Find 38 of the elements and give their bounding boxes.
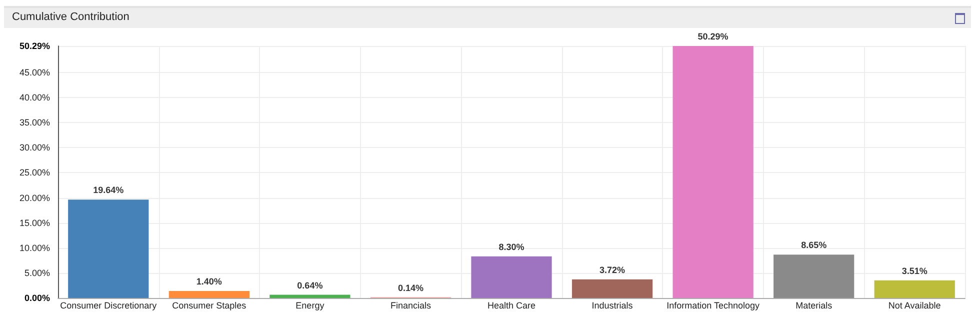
y-tick-label: 45.00%	[19, 68, 50, 78]
data-label: 19.64%	[93, 185, 124, 196]
x-tick-label: Consumer Staples	[172, 300, 247, 310]
y-tick-label: 10.00%	[19, 242, 50, 253]
y-tick-label: 50.29%	[19, 41, 50, 51]
y-tick-label: 40.00%	[19, 92, 50, 103]
bar	[774, 254, 854, 298]
data-label: 8.30%	[498, 242, 524, 252]
bar	[168, 290, 250, 298]
data-label: 1.40%	[196, 276, 222, 286]
x-tick-label: Information Technology	[666, 300, 760, 310]
x-tick-label: Not Available	[888, 300, 941, 310]
y-tick-label: 0.00%	[24, 293, 50, 303]
y-tick-label: 35.00%	[19, 118, 50, 128]
x-tick-label: Materials	[796, 300, 833, 310]
x-tick-label: Industrials	[592, 300, 634, 310]
data-label: 3.72%	[600, 264, 626, 275]
data-label: 0.14%	[398, 282, 424, 293]
chart-title: Cumulative Contribution	[12, 11, 130, 23]
x-tick-label: Energy	[296, 300, 325, 310]
y-tick-label: 25.00%	[19, 168, 50, 178]
data-label: 3.51%	[902, 266, 928, 276]
y-tick-label: 30.00%	[19, 142, 50, 153]
bar	[672, 46, 754, 298]
bar	[68, 200, 149, 298]
bar	[874, 280, 955, 298]
x-tick-label: Health Care	[487, 300, 536, 310]
bar	[270, 294, 350, 298]
data-label: 0.64%	[297, 280, 323, 290]
y-tick-label: 5.00%	[24, 268, 50, 278]
y-tick-label: 15.00%	[19, 218, 50, 228]
x-tick-label: Financials	[390, 300, 432, 310]
data-label: 8.65%	[801, 240, 827, 250]
bar	[572, 279, 653, 298]
x-tick-label: Consumer Discretionary	[60, 300, 158, 310]
y-tick-label: 20.00%	[19, 192, 50, 203]
bar	[471, 256, 552, 298]
data-label: 50.29%	[698, 32, 728, 42]
